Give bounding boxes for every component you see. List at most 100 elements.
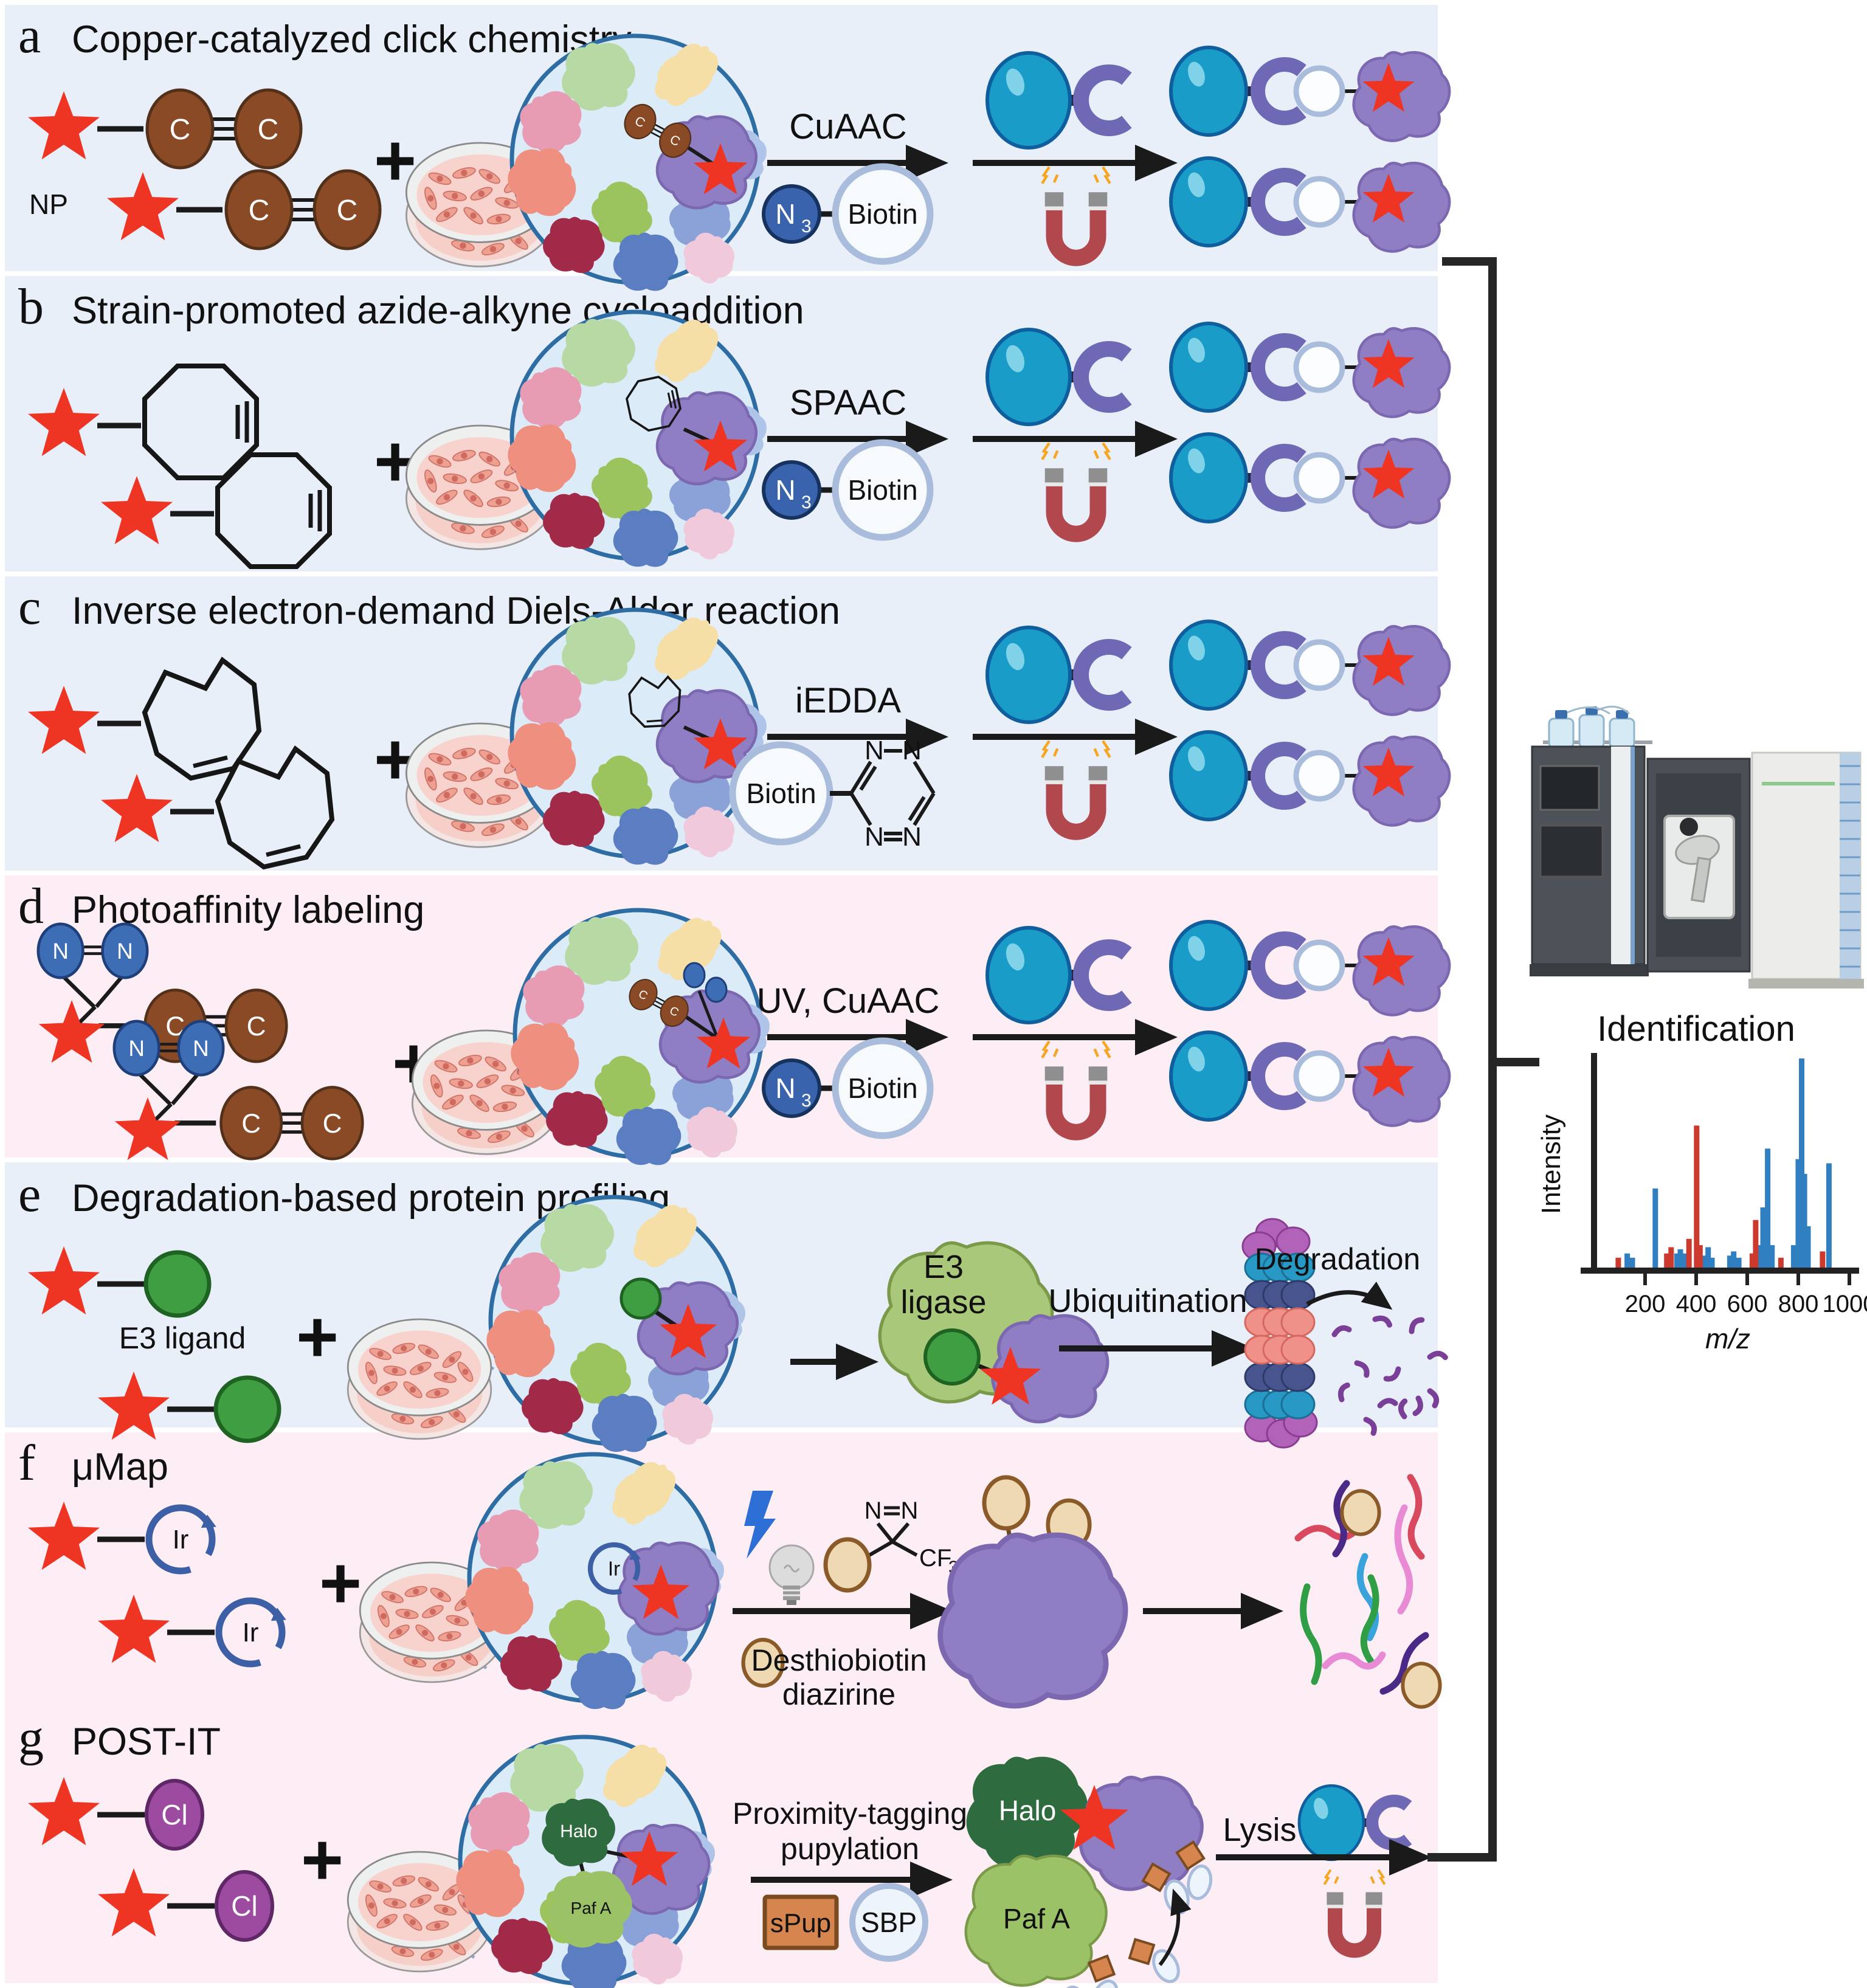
np-label: NP [29,188,68,220]
plus-sign: + [301,1819,343,1900]
ubiquitination-label: Ubiquitination [1048,1283,1247,1319]
diazirine-n: N [117,939,133,964]
spectrum-bar-blue [1799,1058,1804,1268]
panel-f-title: μMap [72,1446,168,1488]
spectrum-bar-blue [1826,1163,1832,1268]
spectrum-bar-blue [1705,1247,1711,1268]
e3-ligase-complex-icon: E3 ligase [880,1243,1107,1421]
iedda-label: iEDDA [795,681,901,720]
panel-g-letter: g [18,1710,44,1766]
mass-spectrum: 200 400 600 8001000 Intensity m/z [1536,1053,1867,1355]
spaac-label: SPAAC [790,383,906,423]
spectrum-bar-blue [1681,1253,1687,1268]
tetrazine-n: N [864,736,884,765]
spectrum-bar-blue [1652,1188,1658,1268]
panel-b: b Strain-promoted azide-alkyne cycloaddi… [18,278,1449,573]
biotin-tetrazine-reagent-icon: Biotin N N N N [729,736,936,852]
e3-ligand-label: E3 ligand [119,1321,246,1355]
spectrum-bar-red [1778,1257,1784,1269]
spectrum-ticks: 200 400 600 8001000 [1625,1271,1867,1317]
spectrum-bar-blue [1805,1226,1811,1268]
spup-sbp-reagent-icon: sPup SBP [762,1883,928,1962]
panel-d-letter: d [18,878,44,934]
sbp-label: SBP [861,1907,917,1938]
degradation-label: Degradation [1255,1242,1420,1276]
halo-pafa-complex-icon: Halo Paf A [966,1756,1218,1988]
spectrum-bar-blue [1677,1249,1683,1268]
panel-e: e Degradation-based protein profiling E3… [18,1166,1446,1458]
plus-sign: + [319,1542,362,1624]
panel-a-letter: a [18,7,41,64]
tetrazine-n: N [902,736,922,765]
lcms-instrument-icon [1530,705,1864,989]
spectrum-bar-blue [1756,1245,1762,1269]
panel-a-title: Copper-catalyzed click chemistry [72,18,632,61]
spectrum-tick-label: 600 [1727,1291,1768,1317]
cf3-label: CF [919,1545,951,1572]
spectrum-bar-red [1668,1247,1674,1268]
spectrum-bar-blue [1727,1255,1733,1268]
tetrazine-n: N [902,822,922,852]
solvent-bottles-icon [1543,705,1652,749]
tetrazine-n: N [864,822,884,852]
spectrum-bar-blue [1790,1245,1796,1269]
spectrum-tick-label: 200 [1625,1291,1666,1317]
spectrum-xlabel: m/z [1705,1323,1750,1355]
proteasome-icon [1241,1218,1318,1449]
spectrum-bars [1615,1058,1832,1269]
panel-c-letter: c [18,579,41,635]
spectrum-bar-blue [1709,1257,1715,1269]
spectrum-bar-red [1820,1251,1826,1268]
lightning-icon [744,1491,776,1559]
panel-d: d Photoaffinity labeling N N + UV, CuAAC [18,878,1449,1172]
spectrum-bar-blue [1765,1148,1771,1268]
spectrum-bar-red [1697,1245,1703,1269]
diazirine-n: N [901,1497,919,1524]
spectrum-bar-blue [1624,1253,1631,1268]
e3-ligase-label-line2: ligase [900,1284,986,1320]
spectrum-ylabel: Intensity [1536,1114,1566,1214]
spectrum-bar-blue [1760,1207,1766,1268]
spectrum-bar-blue [1769,1245,1775,1269]
panel-f-letter: f [18,1435,35,1491]
labeled-protein-icon [940,1477,1125,1706]
panel-e-letter: e [18,1166,41,1223]
halo-label-small: Halo [560,1821,598,1841]
pupylation-label-line1: Proximity-tagging [733,1796,967,1831]
pupylation-label-line2: pupylation [781,1832,919,1866]
spectrum-bar-blue [1674,1253,1680,1268]
panel-g-title: POST-IT [72,1721,221,1763]
pafa-label: Paf A [1003,1903,1070,1935]
diazirine-n: N [52,939,69,964]
spup-label: sPup [770,1908,831,1938]
e3-ligase-label-line1: E3 [923,1249,964,1285]
spectrum-tick-label: 800 [1778,1291,1819,1317]
spectrum-bar-blue [1731,1251,1737,1268]
lysis-label: Lysis [1223,1812,1296,1848]
desthiobiotin-label-line2: diazirine [782,1677,896,1711]
spectrum-bar-red [1615,1257,1621,1269]
desthiobiotin-label-line1: Desthiobiotin [751,1643,927,1677]
panel-c-title: Inverse electron-demand Diels-Alder reac… [72,590,840,632]
diazirine-n: N [864,1497,882,1524]
panel-f: f μMap + N N CF 3 Desthiobiotin diazirin… [18,1435,1440,1716]
pafa-label-small: Paf A [571,1899,612,1917]
cuaac-label: CuAAC [789,107,906,147]
spectrum-bar-red [1749,1253,1755,1268]
panel-g: g POST-IT + Halo Paf A Proximity-tagging… [18,1710,1432,1988]
diazirine-alkyne-probe-icon: N N [36,922,286,1063]
spectrum-bar-red [1694,1125,1700,1268]
plus-sign: + [296,1296,339,1378]
biotin-label: Biotin [746,778,816,809]
uv-cuaac-label: UV, CuAAC [757,981,940,1021]
spectrum-bar-blue [1801,1173,1807,1269]
spectrum-bar-blue [1736,1257,1742,1269]
spectrum-bar-blue [1701,1255,1707,1268]
spectrum-bar-red [1753,1220,1759,1269]
collector-bracket [1427,257,1539,1862]
spectrum-bar-red [1664,1253,1670,1268]
panel-a: a Copper-catalyzed click chemistry NP + … [18,7,1449,297]
spectrum-tick-label: 1000 [1823,1291,1867,1317]
panel-c: c Inverse electron-demand Diels-Alder re… [18,579,1449,871]
